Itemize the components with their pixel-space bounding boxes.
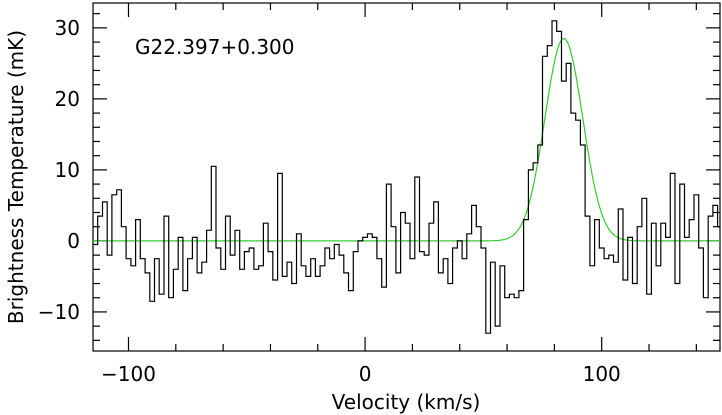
x-tick-label: 0 <box>359 362 372 386</box>
gaussian-fit-curve <box>93 37 720 242</box>
x-tick-label: −100 <box>101 362 156 386</box>
y-tick-label: 0 <box>67 229 80 253</box>
plot-frame <box>92 2 721 352</box>
spectrum-histogram <box>93 20 720 334</box>
source-label: G22.397+0.300 <box>135 35 295 59</box>
y-tick-label: 10 <box>55 158 80 182</box>
y-tick-label: 20 <box>55 87 80 111</box>
axis-ticks <box>93 3 720 351</box>
y-tick-label: −10 <box>38 300 80 324</box>
x-tick-label: 100 <box>583 362 621 386</box>
x-axis-title: Velocity (km/s) <box>332 390 481 414</box>
y-axis-title: Brightness Temperature (mK) <box>4 30 28 324</box>
y-tick-label: 30 <box>55 16 80 40</box>
